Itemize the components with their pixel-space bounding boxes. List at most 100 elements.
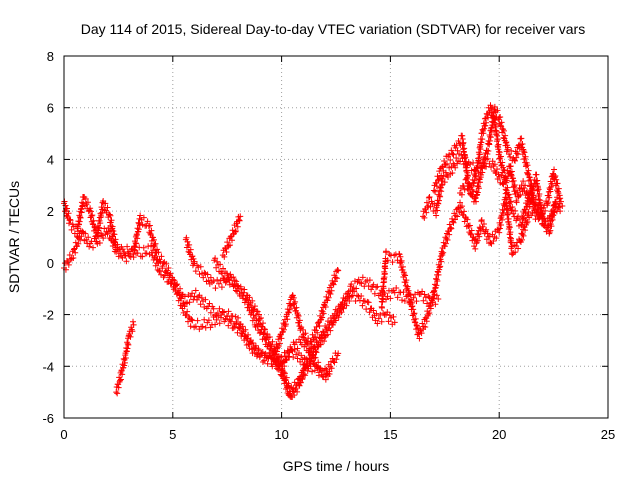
data-point — [121, 359, 128, 366]
data-point — [491, 161, 498, 168]
data-point — [90, 244, 97, 251]
data-point — [200, 274, 207, 281]
data-point — [116, 245, 123, 252]
data-point — [302, 372, 309, 379]
data-point — [480, 130, 487, 137]
data-point — [461, 145, 468, 152]
data-point — [163, 267, 170, 274]
data-point — [549, 216, 556, 223]
data-point — [107, 228, 114, 235]
data-point — [140, 244, 147, 251]
data-point — [430, 295, 437, 302]
data-point — [515, 245, 522, 252]
data-point — [335, 314, 342, 321]
data-point — [187, 246, 194, 253]
data-point — [76, 213, 83, 220]
data-point — [559, 202, 566, 209]
data-point — [302, 330, 309, 337]
data-point — [97, 220, 104, 227]
data-point — [534, 177, 541, 184]
data-point — [212, 285, 219, 292]
data-point — [324, 331, 331, 338]
data-point — [255, 346, 262, 353]
data-point — [197, 263, 204, 270]
data-point — [70, 254, 77, 261]
series-track-6 — [113, 318, 137, 397]
data-point — [243, 296, 250, 303]
data-point — [186, 299, 193, 306]
data-point — [327, 291, 334, 298]
data-point — [473, 239, 480, 246]
data-point — [137, 212, 144, 219]
y-tick-label: 6 — [47, 101, 54, 116]
data-point — [409, 303, 416, 310]
data-point — [217, 261, 224, 268]
data-point — [324, 297, 331, 304]
data-point — [216, 305, 223, 312]
data-point — [272, 351, 279, 358]
data-point — [378, 304, 385, 311]
data-point — [533, 206, 540, 213]
data-point — [528, 191, 535, 198]
data-point — [465, 172, 472, 179]
data-point — [261, 331, 268, 338]
data-point — [223, 248, 230, 255]
data-point — [204, 271, 211, 278]
data-point — [185, 313, 192, 320]
data-point — [466, 222, 473, 229]
data-point — [199, 323, 206, 330]
data-point — [327, 327, 334, 334]
data-point — [383, 248, 390, 255]
data-point — [448, 225, 455, 232]
data-point — [438, 258, 445, 265]
data-point — [520, 184, 527, 191]
data-point — [117, 376, 124, 383]
data-point — [130, 318, 137, 325]
data-point — [175, 287, 182, 294]
data-point — [176, 294, 183, 301]
data-point — [434, 277, 441, 284]
data-point — [256, 354, 263, 361]
data-point — [258, 326, 265, 333]
data-point — [494, 166, 501, 173]
data-point — [256, 311, 263, 318]
data-point — [440, 173, 447, 180]
data-point — [486, 141, 493, 148]
data-point — [214, 276, 221, 283]
data-point — [100, 235, 107, 242]
data-point — [236, 325, 243, 332]
data-point — [158, 253, 165, 260]
data-point — [469, 186, 476, 193]
data-point — [329, 277, 336, 284]
data-point — [502, 132, 509, 139]
data-point — [222, 279, 229, 286]
data-point — [452, 212, 459, 219]
data-point — [435, 271, 442, 278]
data-point — [538, 205, 545, 212]
data-point — [506, 224, 513, 231]
data-point — [346, 297, 353, 304]
data-point — [446, 231, 453, 238]
data-point — [240, 327, 247, 334]
data-point — [236, 217, 243, 224]
data-point — [108, 217, 115, 224]
data-point — [358, 292, 365, 299]
chart-title: Day 114 of 2015, Sidereal Day-to-day VTE… — [81, 21, 585, 37]
data-point — [474, 165, 481, 172]
data-point — [294, 345, 301, 352]
data-point — [536, 190, 543, 197]
data-point — [230, 274, 237, 281]
data-point — [432, 188, 439, 195]
data-point — [482, 156, 489, 163]
data-point — [214, 258, 221, 265]
data-point — [370, 307, 377, 314]
data-point — [385, 318, 392, 325]
data-point — [431, 291, 438, 298]
data-point — [66, 252, 73, 259]
data-point — [365, 299, 372, 306]
data-point — [309, 368, 316, 375]
data-point — [67, 216, 74, 223]
data-point — [382, 265, 389, 272]
data-point — [522, 182, 529, 189]
data-point — [168, 280, 175, 287]
